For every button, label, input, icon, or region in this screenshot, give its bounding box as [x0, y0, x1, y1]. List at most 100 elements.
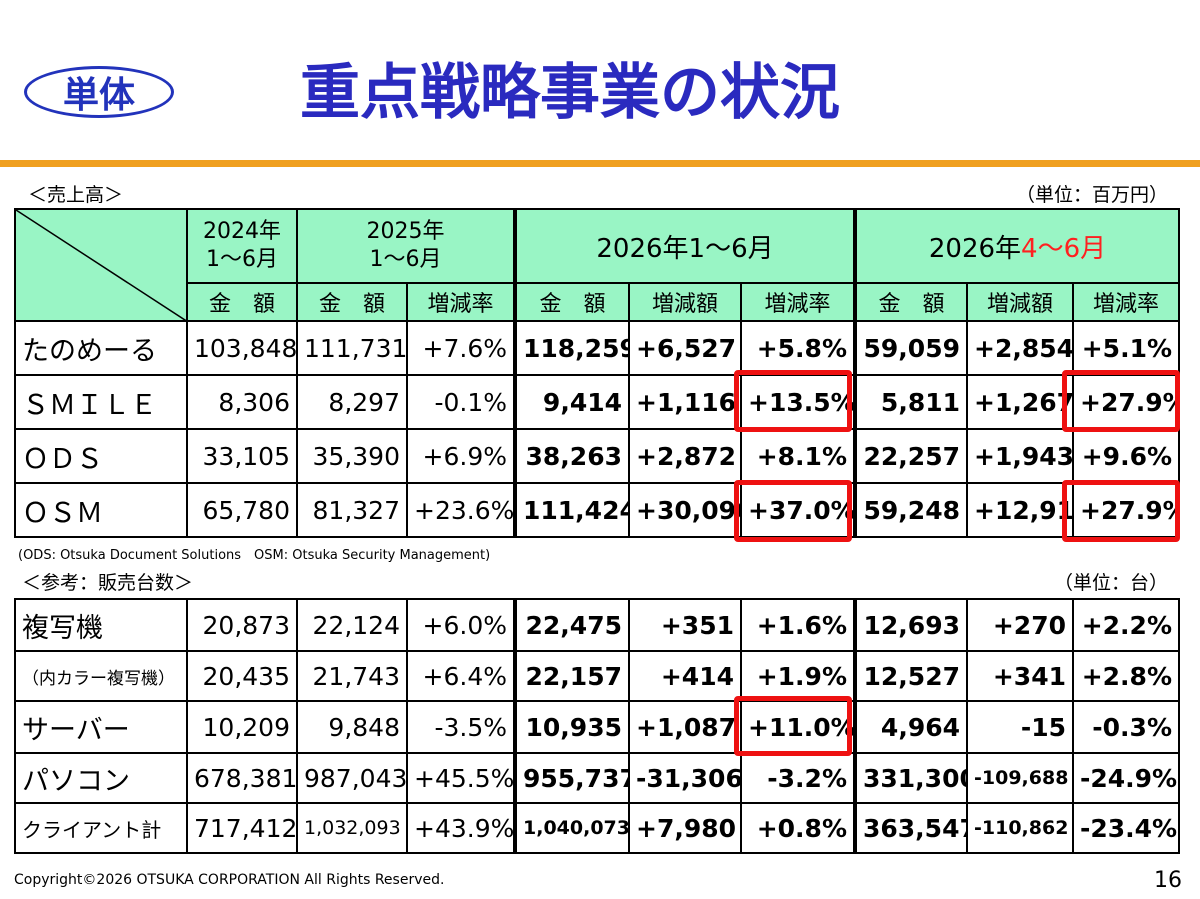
cell-a-h1: 111,424 [513, 482, 630, 538]
cell-d-q2: +1,267 [966, 374, 1074, 430]
cell-a-q2: 59,059 [853, 320, 968, 376]
title-divider [0, 160, 1200, 167]
header-q2-2026: 2026年4〜6月 [852, 208, 1181, 284]
table-row: クライアント計 717,412 1,032,093 +43.9% 1,040,0… [14, 802, 1180, 854]
header-q2-suffix: 4〜6月 [1021, 233, 1107, 264]
scope-badge: 単体 [24, 66, 174, 118]
cell-r-h1: +5.8% [740, 320, 856, 376]
cell-a-q2: 12,527 [853, 650, 968, 702]
cell-r-q2: +9.6% [1071, 428, 1181, 484]
cell-d-q2: +1,943 [966, 428, 1074, 484]
copyright-text: Copyright©2026 OTSUKA CORPORATION All Ri… [14, 872, 445, 888]
cell-a2025: 81,327 [296, 482, 408, 538]
row-name: パソコン [14, 752, 188, 804]
cell-r-h1: -3.2% [740, 752, 856, 804]
row-name: （内カラー複写機） [14, 650, 188, 702]
cell-r-q2: +27.9% [1071, 374, 1181, 430]
cell-a-q2: 22,257 [853, 428, 968, 484]
cell-r2025: +6.4% [406, 650, 516, 702]
table-row: ＯＤＳ 33,105 35,390 +6.9% 38,263 +2,872 +8… [14, 428, 1181, 484]
table-row: たのめーる 103,848 111,731 +7.6% 118,259 +6,5… [14, 320, 1181, 376]
cell-r-q2: -0.3% [1072, 700, 1180, 754]
cell-a2024: 20,435 [186, 650, 298, 702]
cell-a-h1: 955,737 [513, 752, 630, 804]
cell-d-q2: -15 [966, 700, 1074, 754]
cell-r-q2: +2.8% [1072, 650, 1180, 702]
cell-d-h1: +6,527 [628, 320, 742, 376]
cell-a-h1: 1,040,073 [513, 802, 630, 854]
corner-cell [14, 208, 188, 322]
cell-d-h1: +30,096 [628, 482, 742, 538]
units-table: 複写機 20,873 22,124 +6.0% 22,475 +351 +1.6… [14, 598, 1180, 854]
table-row: ＳＭＩＬＥ 8,306 8,297 -0.1% 9,414 +1,116 +13… [14, 374, 1181, 430]
cell-a2024: 8,306 [186, 374, 298, 430]
cell-a-h1: 22,475 [513, 598, 630, 652]
col-amount-q2: 金 額 [853, 282, 968, 322]
cell-a2024: 10,209 [186, 700, 298, 754]
cell-d-h1: +1,087 [628, 700, 742, 754]
cell-d-h1: +2,872 [628, 428, 742, 484]
cell-d-h1: +351 [628, 598, 742, 652]
cell-d-q2: +12,916 [966, 482, 1074, 538]
page-title: 重点戦略事業の状況 [300, 58, 840, 128]
units-section-label: ＜参考：販売台数＞ [22, 572, 194, 594]
cell-a2025: 21,743 [296, 650, 408, 702]
cell-a-q2: 12,693 [853, 598, 968, 652]
abbreviation-note: (ODS: Otsuka Document Solutions OSM: Ots… [18, 548, 491, 563]
cell-a-h1: 10,935 [513, 700, 630, 754]
cell-r2025: +23.6% [406, 482, 516, 538]
highlight-smile-h1-rate [734, 370, 852, 432]
cell-d-q2: -109,688 [966, 752, 1074, 804]
col-amount-h1: 金 額 [513, 282, 630, 322]
row-name: サーバー [14, 700, 188, 754]
cell-a2024: 33,105 [186, 428, 298, 484]
cell-a2025: 35,390 [296, 428, 408, 484]
sales-unit-label: （単位：百万円） [1015, 184, 1168, 206]
cell-a2025: 1,032,093 [296, 802, 408, 854]
sales-table: 2024年 1〜6月 2025年 1〜6月 2026年1〜6月 2026年4〜6… [14, 208, 1181, 538]
col-amount-2024: 金 額 [186, 282, 298, 322]
cell-a2024: 678,381 [186, 752, 298, 804]
cell-a2025: 111,731 [296, 320, 408, 376]
cell-a2024: 103,848 [186, 320, 298, 376]
cell-r2025: -0.1% [406, 374, 516, 430]
cell-a2024: 717,412 [186, 802, 298, 854]
cell-a-h1: 38,263 [513, 428, 630, 484]
cell-a2025: 8,297 [296, 374, 408, 430]
table-row: サーバー 10,209 9,848 -3.5% 10,935 +1,087 +1… [14, 700, 1180, 754]
cell-r-h1: +0.8% [740, 802, 856, 854]
cell-a-h1: 118,259 [513, 320, 630, 376]
table-row: 複写機 20,873 22,124 +6.0% 22,475 +351 +1.6… [14, 598, 1180, 652]
cell-a-h1: 22,157 [513, 650, 630, 702]
header-q2-prefix: 2026年 [928, 233, 1022, 264]
col-rate-2025: 増減率 [406, 282, 516, 322]
cell-a2025: 987,043 [296, 752, 408, 804]
header-h1-2026: 2026年1〜6月 [513, 208, 856, 284]
row-name: ＯＳＭ [14, 482, 188, 538]
cell-a2024: 20,873 [186, 598, 298, 652]
col-change-h1: 増減額 [628, 282, 742, 322]
cell-a-q2: 4,964 [853, 700, 968, 754]
units-unit-label: （単位：台） [1053, 572, 1168, 594]
cell-d-h1: +414 [628, 650, 742, 702]
cell-r-h1: +13.5% [740, 374, 856, 430]
cell-r2025: +7.6% [406, 320, 516, 376]
cell-d-q2: +270 [966, 598, 1074, 652]
cell-d-h1: +7,980 [628, 802, 742, 854]
highlight-osm-h1-rate [734, 480, 852, 542]
cell-a-q2: 5,811 [853, 374, 968, 430]
page-number: 16 [1154, 868, 1182, 893]
sales-section-label: ＜売上高＞ [28, 184, 124, 206]
cell-r2025: +45.5% [406, 752, 516, 804]
highlight-smile-q2-rate [1062, 370, 1180, 432]
cell-r2025: -3.5% [406, 700, 516, 754]
cell-r2025: +43.9% [406, 802, 516, 854]
cell-r-q2: +27.9% [1071, 482, 1181, 538]
row-name: ＯＤＳ [14, 428, 188, 484]
table-row: ＯＳＭ 65,780 81,327 +23.6% 111,424 +30,096… [14, 482, 1181, 538]
cell-r-h1: +1.9% [740, 650, 856, 702]
cell-r-h1: +1.6% [740, 598, 856, 652]
highlight-server-h1-rate [734, 696, 852, 756]
cell-a2024: 65,780 [186, 482, 298, 538]
cell-r-q2: +2.2% [1072, 598, 1180, 652]
